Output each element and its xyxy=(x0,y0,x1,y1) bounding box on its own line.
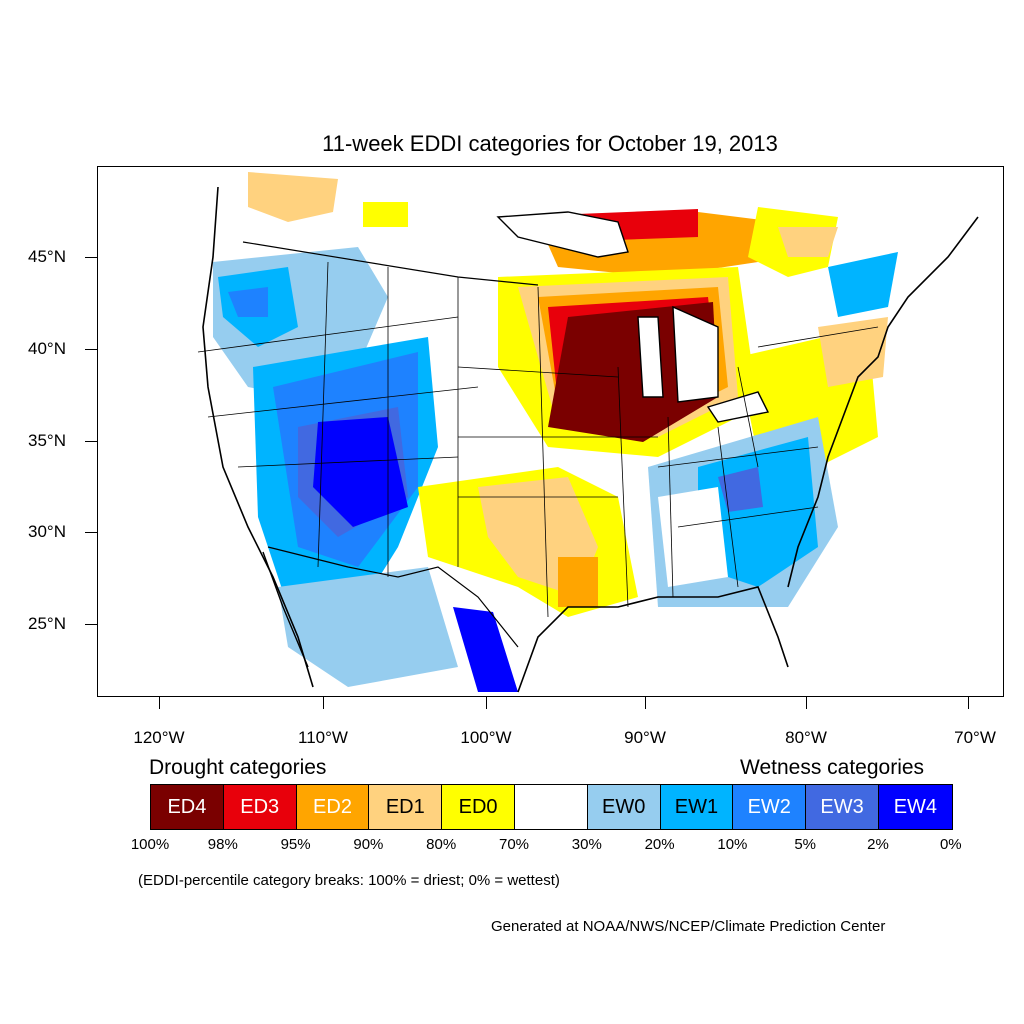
break-label: 10% xyxy=(717,836,748,853)
lon-tick-120w xyxy=(159,697,160,709)
legend-box-ew0: EW0 xyxy=(587,785,661,829)
map-title: 11-week EDDI categories for October 19, … xyxy=(322,131,778,156)
category-note: (EDDI-percentile category breaks: 100% =… xyxy=(138,872,560,889)
break-label: 0% xyxy=(939,836,962,853)
credit-line: Generated at NOAA/NWS/NCEP/Climate Predi… xyxy=(491,918,886,935)
lat-label-45: 45°N xyxy=(28,247,66,266)
region-newengland-ew1 xyxy=(828,252,898,317)
lon-label-120w: 120°W xyxy=(133,728,185,747)
lon-tick-100w xyxy=(486,697,487,709)
lon-label-90w: 90°W xyxy=(624,728,666,747)
lat-tick-45 xyxy=(85,257,97,258)
region-northeast-ed1 xyxy=(818,317,888,387)
break-label: 30% xyxy=(571,836,602,853)
region-fourcorners-ew4 xyxy=(313,417,408,527)
region-ozark-ed2 xyxy=(558,557,598,607)
break-label: 20% xyxy=(644,836,675,853)
coastline-east xyxy=(787,216,979,588)
lon-tick-80w xyxy=(806,697,807,709)
region-canada-ed0 xyxy=(363,202,408,227)
state-lines xyxy=(197,261,879,618)
lat-tick-40 xyxy=(85,349,97,350)
legend-box-ed3: ED3 xyxy=(223,785,297,829)
region-pnw-ew2 xyxy=(228,287,268,317)
region-texas-coast-ew4 xyxy=(453,607,518,692)
legend-box-ed4: ED4 xyxy=(151,785,224,829)
lon-label-100w: 100°W xyxy=(460,728,512,747)
eddi-map xyxy=(97,166,1004,697)
region-canada-ed1 xyxy=(248,172,338,222)
lon-label-110w: 110°W xyxy=(298,728,348,747)
lat-label-25: 25°N xyxy=(28,614,66,633)
lat-tick-30 xyxy=(85,532,97,533)
lon-label-80w: 80°W xyxy=(785,728,827,747)
break-label: 100% xyxy=(130,836,170,853)
lon-tick-70w xyxy=(968,697,969,709)
legend-box-ew1: EW1 xyxy=(660,785,734,829)
region-quebec-ed1 xyxy=(778,227,838,257)
legend-box-ed0: ED0 xyxy=(442,785,515,829)
lat-label-40: 40°N xyxy=(28,339,66,358)
break-label: 5% xyxy=(794,836,817,853)
region-mexico-ew0 xyxy=(278,567,458,687)
coastline-baja xyxy=(262,551,309,668)
coastline-west xyxy=(202,186,314,688)
legend-box-ew3: EW3 xyxy=(806,785,879,829)
coastline-gulf xyxy=(517,586,789,693)
map-canvas xyxy=(197,172,979,693)
break-label: 98% xyxy=(207,836,238,853)
legend-box-ed2: ED2 xyxy=(296,785,370,829)
us-border-south xyxy=(267,546,519,648)
lon-label-70w: 70°W xyxy=(954,728,996,747)
drought-heading: Drought categories xyxy=(149,756,327,779)
lat-tick-25 xyxy=(85,624,97,625)
region-southeast-ew3 xyxy=(718,467,763,512)
wetness-heading: Wetness categories xyxy=(740,756,925,779)
lat-label-30: 30°N xyxy=(28,522,66,541)
legend-box-ew4: EW4 xyxy=(878,785,952,829)
lat-label-35: 35°N xyxy=(28,431,66,450)
lon-tick-90w xyxy=(645,697,646,709)
break-label: 2% xyxy=(867,836,889,853)
break-label: 95% xyxy=(280,836,311,853)
region-southeast-white xyxy=(658,487,728,587)
break-label: 80% xyxy=(426,836,457,853)
legend-box-ed1: ED1 xyxy=(369,785,443,829)
lat-tick-35 xyxy=(85,441,97,442)
legend-bar: ED4 ED3 ED2 ED1 ED0 EW0 EW1 EW2 EW3 EW4 xyxy=(150,784,953,830)
break-label: 70% xyxy=(498,836,530,853)
lon-tick-110w xyxy=(323,697,324,709)
legend-box-normal xyxy=(514,785,588,829)
legend-box-ew2: EW2 xyxy=(733,785,807,829)
break-label: 90% xyxy=(353,836,384,853)
great-lakes xyxy=(496,211,770,423)
